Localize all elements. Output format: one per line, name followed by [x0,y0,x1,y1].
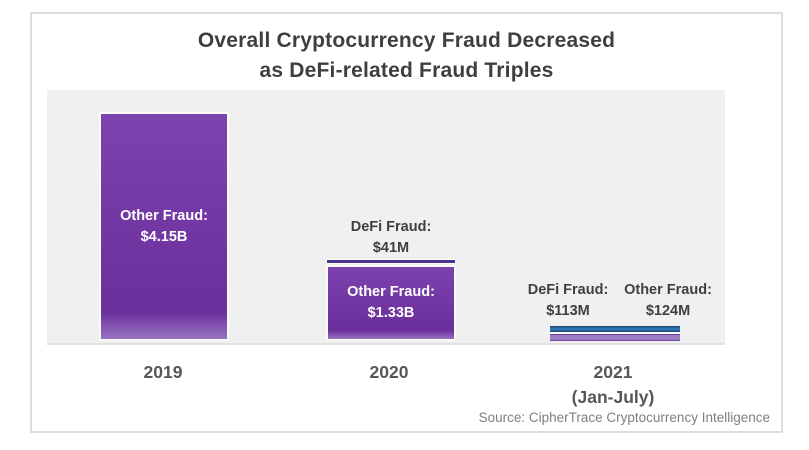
x-label-2020: 2020 [324,360,454,385]
chart-title-line1: Overall Cryptocurrency Fraud Decreased [197,29,616,52]
label-2020-defi: DeFi Fraud: $41M [326,217,456,259]
label-2021-other-value: $124M [645,303,691,319]
x-label-2021: 2021 (Jan-July) [548,360,678,410]
segment-2019-other-fraud: Other Fraud: $4.15B [99,112,229,341]
segment-2021-other-fraud [550,334,680,341]
chart-card: Overall Cryptocurrency Fraud Decreased a… [30,12,783,433]
bar-label-2020-other-value: $1.33B [367,305,415,321]
bar-label-2020-other: Other Fraud: $1.33B [328,282,454,324]
segment-2020-other-fraud: Other Fraud: $1.33B [326,265,456,341]
label-2021-defi: DeFi Fraud: $113M [503,280,633,322]
x-label-2021-text: 2021 [593,362,633,382]
bar-2020: Other Fraud: $1.33B [326,259,456,341]
label-2021-other: Other Fraud: $124M [603,280,733,322]
x-label-2019: 2019 [98,360,228,385]
label-2021-defi-title: DeFi Fraud: [527,282,609,298]
x-label-2020-text: 2020 [369,362,409,382]
plot-area: Other Fraud: $4.15B DeFi Fraud: $41M Oth… [47,90,725,345]
chart-title-line2: as DeFi-related Fraud Triples [259,59,554,82]
segment-2020-defi-fraud [326,259,456,264]
bar-label-2019-other-title: Other Fraud: [120,207,208,224]
bar-label-2020-other-title: Other Fraud: [347,284,435,300]
segment-2021-defi-fraud [550,326,680,332]
label-2021-other-title: Other Fraud: [624,282,712,298]
label-2020-defi-value: $41M [372,240,410,256]
source-note: Source: CipherTrace Cryptocurrency Intel… [478,410,770,425]
label-2021-defi-value: $113M [546,303,590,319]
x-label-2021-subtext: (Jan-July) [571,387,655,407]
bar-label-2019-other: Other Fraud: $4.15B [101,206,227,248]
bar-2021 [550,326,680,341]
chart-title: Overall Cryptocurrency Fraud Decreased a… [32,26,781,86]
bar-label-2019-other-value: $4.15B [140,228,188,245]
x-label-2019-text: 2019 [143,362,183,382]
bar-2019: Other Fraud: $4.15B [99,112,229,341]
label-2020-defi-title: DeFi Fraud: [350,219,432,235]
